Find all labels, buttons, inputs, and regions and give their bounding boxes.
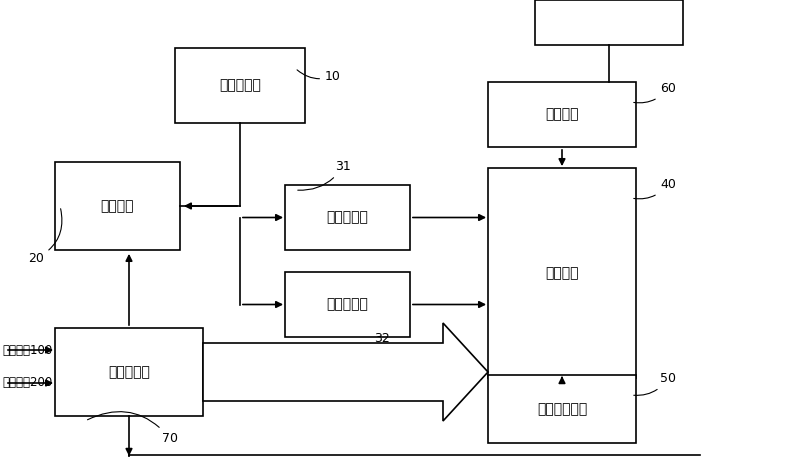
Bar: [55, 328, 203, 416]
Bar: [285, 185, 410, 250]
Text: 60: 60: [634, 82, 676, 103]
Text: 32: 32: [374, 332, 390, 345]
Text: 20: 20: [28, 209, 62, 265]
Text: 第二基板200: 第二基板200: [2, 376, 52, 390]
Text: 判断单元: 判断单元: [546, 108, 578, 121]
Text: 侦测单元: 侦测单元: [101, 199, 134, 213]
Text: 31: 31: [298, 160, 350, 190]
Text: 基板暂存区: 基板暂存区: [108, 365, 150, 379]
Text: 基准数据库: 基准数据库: [219, 79, 261, 92]
Bar: [535, 0, 683, 45]
Bar: [488, 168, 636, 378]
Text: 控制单元: 控制单元: [546, 266, 578, 280]
Text: 50: 50: [634, 372, 676, 395]
Bar: [175, 48, 305, 123]
Text: 选择输出单元: 选择输出单元: [537, 402, 587, 416]
Text: 40: 40: [634, 178, 676, 199]
Text: 第一基板100: 第一基板100: [2, 344, 52, 356]
Text: 第一数据库: 第一数据库: [326, 210, 369, 225]
Bar: [55, 162, 180, 250]
Polygon shape: [203, 323, 488, 421]
Bar: [285, 272, 410, 337]
Bar: [488, 375, 636, 443]
Text: 第二数据库: 第二数据库: [326, 298, 369, 311]
Bar: [488, 82, 636, 147]
Text: 70: 70: [87, 411, 178, 445]
Text: 10: 10: [297, 70, 341, 83]
